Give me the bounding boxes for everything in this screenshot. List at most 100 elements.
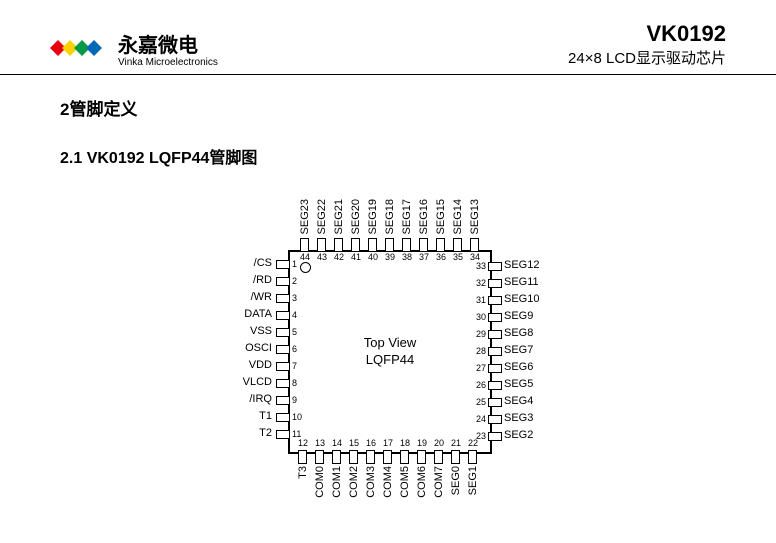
pin-lead [488, 313, 502, 322]
pin-number: 13 [313, 438, 327, 448]
pin-lead [298, 450, 307, 464]
pin-label: /RD [253, 274, 272, 286]
pin-number: 42 [332, 252, 346, 262]
pin-number: 15 [347, 438, 361, 448]
pin-number: 22 [466, 438, 480, 448]
pin-number: 20 [432, 438, 446, 448]
pin-number: 36 [434, 252, 448, 262]
pin-number: 18 [398, 438, 412, 448]
pin-number: 10 [292, 412, 302, 422]
pin-label: T3 [297, 466, 309, 479]
pin-number: 41 [349, 252, 363, 262]
pin-lead [366, 450, 375, 464]
section-title: 2管脚定义 [60, 95, 716, 120]
pin-number: 21 [449, 438, 463, 448]
pin-label: SEG15 [435, 199, 447, 234]
company-logo-icon [50, 36, 110, 68]
pin-label: COM1 [331, 466, 343, 498]
pin-lead [276, 328, 290, 337]
pin-label: SEG21 [333, 199, 345, 234]
pin-label: /CS [254, 257, 272, 269]
pin-number: 37 [417, 252, 431, 262]
pin-label: SEG9 [504, 310, 533, 322]
pin-label: SEG17 [401, 199, 413, 234]
pin-label: SEG13 [469, 199, 481, 234]
pin-label: OSCI [245, 342, 272, 354]
pin1-marker-icon [300, 262, 311, 273]
pin-number: 7 [292, 361, 297, 371]
pin-number: 3 [292, 293, 297, 303]
pin-label: COM7 [433, 466, 445, 498]
pin-lead [468, 450, 477, 464]
pin-number: 6 [292, 344, 297, 354]
pin-label: COM5 [399, 466, 411, 498]
pin-label: /WR [251, 291, 272, 303]
pin-number: 12 [296, 438, 310, 448]
pin-number: 24 [476, 414, 486, 424]
chip-view-label: Top View [364, 335, 417, 352]
pin-lead [419, 238, 428, 252]
pin-lead [488, 262, 502, 271]
pin-lead [276, 379, 290, 388]
pin-label: SEG2 [504, 429, 533, 441]
pin-label: COM2 [348, 466, 360, 498]
pin-label: SEG16 [418, 199, 430, 234]
pin-label: COM4 [382, 466, 394, 498]
pin-label: SEG12 [504, 259, 539, 271]
pin-label: VLCD [243, 376, 272, 388]
pin-lead [315, 450, 324, 464]
pin-lead [383, 450, 392, 464]
pin-lead [276, 430, 290, 439]
pin-label: SEG19 [367, 199, 379, 234]
pin-label: SEG4 [504, 395, 533, 407]
pin-label: COM0 [314, 466, 326, 498]
pin-lead [276, 345, 290, 354]
pin-number: 29 [476, 329, 486, 339]
pin-lead [488, 398, 502, 407]
subsection-title: 2.1 VK0192 LQFP44管脚图 [60, 144, 716, 168]
pin-lead [332, 450, 341, 464]
pin-label: /IRQ [249, 393, 272, 405]
pin-label: T2 [259, 427, 272, 439]
pin-lead [488, 347, 502, 356]
pin-lead [488, 364, 502, 373]
pin-number: 5 [292, 327, 297, 337]
chip-body: Top View LQFP44 [288, 250, 492, 454]
pin-number: 8 [292, 378, 297, 388]
pin-lead [276, 413, 290, 422]
product-desc: 24×8 LCD显示驱动芯片 [568, 49, 726, 69]
pin-lead [276, 311, 290, 320]
pin-lead [349, 450, 358, 464]
pin-number: 1 [292, 259, 297, 269]
company-logo-block: 永嘉微电 Vinka Microelectronics [50, 35, 218, 68]
pin-label: SEG23 [299, 199, 311, 234]
pin-lead [453, 238, 462, 252]
pin-label: DATA [244, 308, 272, 320]
pin-label: SEG14 [452, 199, 464, 234]
pin-number: 34 [468, 252, 482, 262]
pin-label: SEG22 [316, 199, 328, 234]
pin-number: 32 [476, 278, 486, 288]
pin-lead [402, 238, 411, 252]
product-name: VK0192 [568, 20, 726, 49]
pin-number: 16 [364, 438, 378, 448]
pin-number: 39 [383, 252, 397, 262]
pin-label: SEG10 [504, 293, 539, 305]
pin-lead [488, 432, 502, 441]
pin-number: 14 [330, 438, 344, 448]
pin-label: VDD [249, 359, 272, 371]
pin-lead [368, 238, 377, 252]
pin-number: 38 [400, 252, 414, 262]
pin-number: 26 [476, 380, 486, 390]
chip-center-label: Top View LQFP44 [364, 335, 417, 369]
pin-number: 4 [292, 310, 297, 320]
pin-label: COM6 [416, 466, 428, 498]
pin-number: 17 [381, 438, 395, 448]
pin-lead [488, 381, 502, 390]
pin-lead [317, 238, 326, 252]
chip-package-label: LQFP44 [364, 352, 417, 369]
pin-label: SEG7 [504, 344, 533, 356]
pin-number: 43 [315, 252, 329, 262]
pin-lead [385, 238, 394, 252]
pin-number: 40 [366, 252, 380, 262]
